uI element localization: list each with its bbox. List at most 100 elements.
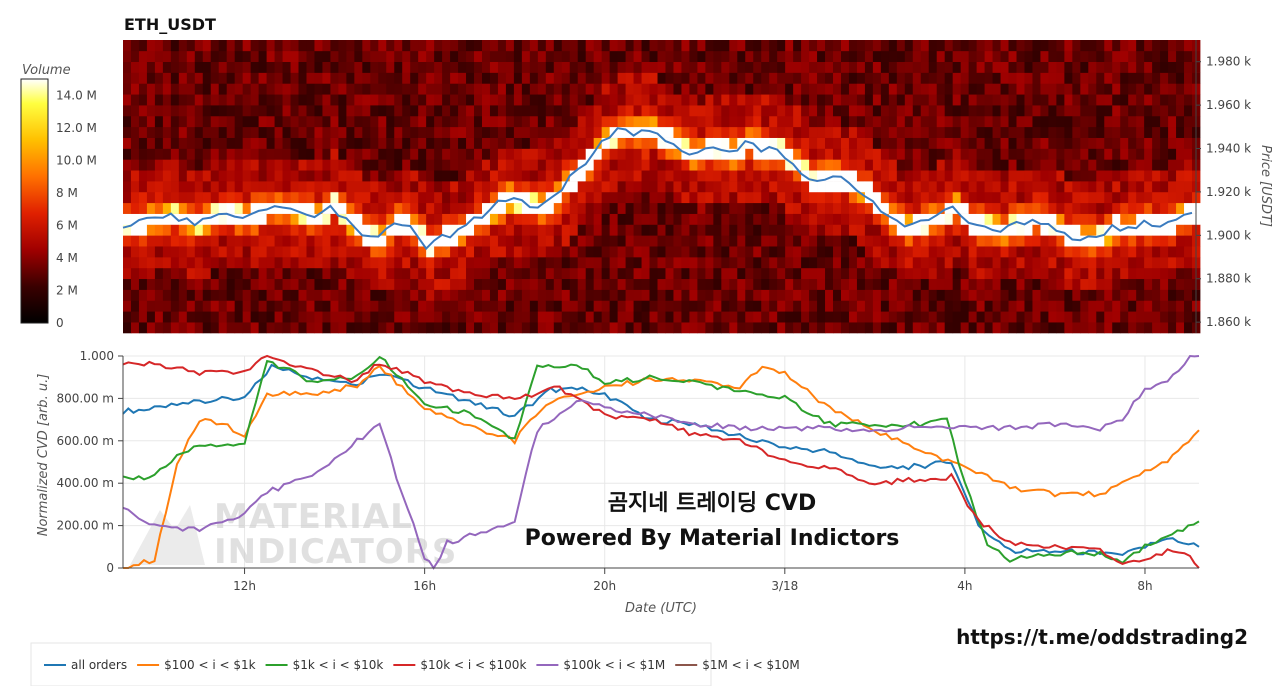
heatmap-cell (697, 235, 706, 247)
heatmap-cell (761, 126, 770, 138)
heatmap-cell (872, 126, 882, 138)
heatmap-cell (777, 181, 786, 193)
heatmap-cell (1112, 94, 1121, 106)
heatmap-cell (609, 148, 619, 160)
heatmap-cell (912, 257, 922, 269)
heatmap-cell (1176, 40, 1185, 52)
heatmap-cell (402, 50, 411, 62)
heatmap-cell (194, 246, 204, 258)
heatmap-cell (904, 300, 914, 312)
heatmap-cell (1096, 278, 1105, 290)
heatmap-cell (944, 246, 954, 258)
heatmap-cell (218, 257, 228, 269)
heatmap-cell (1048, 300, 1057, 312)
heatmap-cell (761, 50, 770, 62)
cvd-y-tick-label: 0 (106, 561, 114, 575)
heatmap-cell (250, 72, 260, 84)
heatmap-cell (1032, 83, 1041, 95)
heatmap-cell (537, 115, 547, 128)
heatmap-cell (1048, 311, 1057, 323)
heatmap-cell (944, 311, 954, 323)
heatmap-cell (410, 311, 419, 323)
heatmap-cell (561, 50, 571, 62)
heatmap-cell (553, 105, 563, 117)
heatmap-cell (474, 170, 483, 182)
heatmap-cell (609, 257, 619, 269)
heatmap-cell (801, 105, 810, 117)
heatmap-cell (338, 224, 347, 236)
heatmap-cell (809, 50, 818, 62)
heatmap-cell (266, 213, 275, 225)
heatmap-cell (1048, 105, 1057, 117)
heatmap-cell (1128, 50, 1137, 62)
heatmap-cell (497, 322, 507, 334)
heatmap-cell (482, 40, 491, 52)
heatmap-cell (1032, 235, 1041, 247)
heatmap-cell (809, 148, 818, 160)
heatmap-cell (330, 202, 339, 214)
heatmap-cell (178, 224, 188, 236)
heatmap-cell (817, 115, 826, 128)
heatmap-cell (123, 159, 132, 171)
heatmap-cell (434, 94, 443, 106)
heatmap-cell (130, 50, 140, 62)
heatmap-cell (617, 322, 626, 334)
heatmap-cell (777, 105, 786, 117)
heatmap-cell (378, 72, 387, 84)
heatmap-cell (346, 257, 355, 269)
heatmap-cell (769, 61, 778, 73)
heatmap-cell (1136, 257, 1145, 269)
heatmap-cell (1184, 213, 1193, 225)
heatmap-cell (745, 257, 754, 269)
heatmap-cell (657, 267, 666, 280)
heatmap-cell (378, 224, 387, 236)
heatmap-cell (482, 213, 491, 225)
heatmap-cell (697, 246, 706, 258)
heatmap-cell (537, 94, 547, 106)
heatmap-cell (402, 72, 411, 84)
heatmap-cell (840, 159, 850, 171)
heatmap-cell (944, 278, 954, 290)
heatmap-cell (226, 137, 236, 149)
heatmap-cell (290, 72, 299, 84)
heatmap-cell (282, 267, 291, 280)
heatmap-cell (1056, 224, 1065, 236)
heatmap-cell (1112, 61, 1121, 73)
heatmap-cell (801, 159, 810, 171)
heatmap-cell (1032, 40, 1041, 52)
heatmap-cell (482, 137, 491, 149)
heatmap-cell (386, 224, 395, 236)
heatmap-cell (234, 181, 244, 193)
heatmap-cell (825, 61, 834, 73)
heatmap-cell (1104, 322, 1113, 334)
heatmap-cell (146, 137, 156, 149)
heatmap-cell (1152, 148, 1161, 160)
heatmap-cell (761, 94, 770, 106)
heatmap-cell (434, 257, 443, 269)
heatmap-cell (218, 213, 228, 225)
heatmap-cell (138, 105, 148, 117)
heatmap-cell (362, 170, 371, 182)
heatmap-cell (513, 257, 523, 269)
heatmap-cell (657, 257, 666, 269)
heatmap-cell (920, 202, 930, 214)
heatmap-cell (370, 311, 379, 323)
heatmap-cell (649, 94, 658, 106)
heatmap-cell (378, 170, 387, 182)
heatmap-cell (569, 224, 579, 236)
heatmap-cell (1184, 83, 1193, 95)
heatmap-cell (146, 257, 156, 269)
heatmap-cell (721, 289, 730, 301)
heatmap-cell (226, 278, 236, 290)
heatmap-cell (1088, 159, 1097, 171)
telegram-url[interactable]: https://t.me/oddstrading2 (956, 625, 1248, 649)
heatmap-cell (561, 289, 571, 301)
heatmap-cell (976, 105, 985, 117)
heatmap-cell (450, 148, 459, 160)
heatmap-cell (418, 126, 427, 138)
heatmap-cell (809, 181, 818, 193)
heatmap-cell (888, 311, 898, 323)
heatmap-cell (1184, 257, 1193, 269)
heatmap-cell (537, 235, 547, 247)
heatmap-cell (689, 61, 698, 73)
